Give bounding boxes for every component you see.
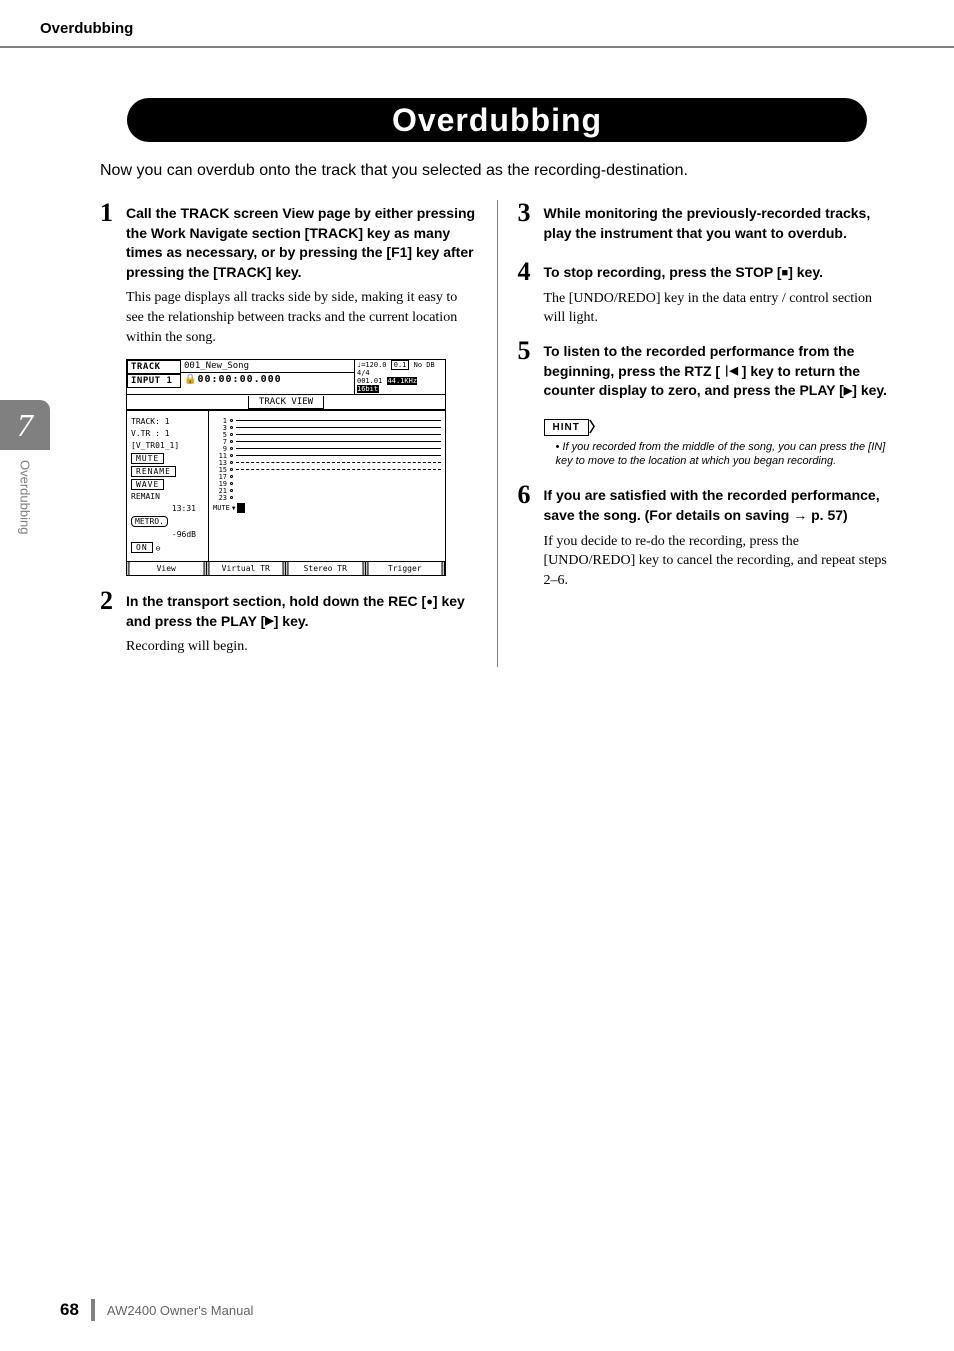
track-row: 5 — [213, 431, 441, 438]
screen-song-name: 001_New_Song — [181, 360, 354, 373]
hint-content: If you recorded from the middle of the s… — [544, 440, 895, 469]
page-footer: 68 AW2400 Owner's Manual — [60, 1299, 253, 1321]
screen-tab-header: TRACK VIEW — [127, 395, 445, 411]
screen-counter: 🔒00:00:00.000 — [181, 373, 354, 386]
step-heading: In the transport section, hold down the … — [126, 592, 477, 631]
left-column: 1 Call the TRACK screen View page by eit… — [100, 200, 477, 667]
header-section-label: Overdubbing — [40, 20, 133, 37]
mute-button: MUTE — [131, 453, 164, 464]
track-row: 13 — [213, 459, 441, 466]
step-3: 3 While monitoring the previously-record… — [518, 200, 895, 249]
right-column: 3 While monitoring the previously-record… — [518, 200, 895, 667]
two-column-layout: 1 Call the TRACK screen View page by eit… — [100, 200, 894, 667]
screen-info: ♩=120.0 0.1 No DB 4/4 001.01 44.1KHz 16b… — [355, 360, 445, 394]
footer-tab-view: View — [127, 562, 207, 575]
step-number: 1 — [100, 200, 118, 347]
section-title: Overdubbing — [127, 98, 867, 142]
step-number: 2 — [100, 588, 118, 657]
track-row: 19 — [213, 480, 441, 487]
step-6: 6 If you are satisfied with the recorded… — [518, 482, 895, 590]
step-heading: To stop recording, press the STOP [■] ke… — [544, 263, 895, 283]
track-row: 1 — [213, 417, 441, 424]
column-divider — [497, 200, 498, 667]
track-row: 15 — [213, 466, 441, 473]
hint-box: HINT 〉 If you recorded from the middle o… — [544, 417, 895, 469]
record-icon: ● — [426, 595, 433, 610]
track-row: 17 — [213, 473, 441, 480]
step-heading: Call the TRACK screen View page by eithe… — [126, 204, 477, 282]
step-heading: To listen to the recorded performance fr… — [544, 342, 895, 401]
track-row: 23 — [213, 494, 441, 501]
step-number: 4 — [518, 259, 536, 328]
footer-tab-stereo: Stereo TR — [286, 562, 366, 575]
hint-label: HINT 〉 — [544, 419, 604, 436]
track-row: 11 — [213, 452, 441, 459]
step-heading: While monitoring the previously-recorded… — [544, 204, 895, 243]
wave-button: WAVE — [131, 479, 164, 490]
step-number: 6 — [518, 482, 536, 590]
intro-paragraph: Now you can overdub onto the track that … — [100, 162, 894, 180]
track-row: 3 — [213, 424, 441, 431]
screen-title-input: INPUT 1 — [127, 374, 181, 388]
page-number: 68 — [60, 1300, 79, 1320]
step-4: 4 To stop recording, press the STOP [■] … — [518, 259, 895, 328]
track-row: 21 — [213, 487, 441, 494]
step-heading: If you are satisfied with the recorded p… — [544, 486, 895, 525]
on-button: ON — [131, 542, 153, 553]
footer-tab-virtual: Virtual TR — [207, 562, 287, 575]
track-view-screenshot: TRACK INPUT 1 001_New_Song 🔒00:00:00.000… — [126, 359, 446, 576]
step-body: If you decide to re-do the recording, pr… — [544, 532, 895, 591]
footer-divider — [91, 1299, 95, 1321]
step-number: 5 — [518, 338, 536, 407]
step-body: Recording will begin. — [126, 637, 477, 657]
screen-tracks-area: 1357911131517192123 MUTE ▼ — [209, 411, 445, 561]
rtz-icon: ∣◀ — [724, 364, 738, 379]
play-icon: ▶ — [844, 384, 852, 399]
track-row: 7 — [213, 438, 441, 445]
screen-footer-tabs: View Virtual TR Stereo TR Trigger — [127, 561, 445, 575]
step-body: This page displays all tracks side by si… — [126, 288, 477, 347]
step-number: 3 — [518, 200, 536, 249]
hint-arrow-icon: 〉 — [589, 420, 604, 434]
screen-title-track: TRACK — [127, 360, 181, 374]
page-header: Overdubbing — [0, 0, 954, 48]
main-content: Overdubbing Now you can overdub onto the… — [0, 98, 954, 667]
play-icon: ▶ — [265, 614, 273, 629]
footer-tab-trigger: Trigger — [366, 562, 446, 575]
step-2: 2 In the transport section, hold down th… — [100, 588, 477, 657]
footer-doc-title: AW2400 Owner's Manual — [107, 1303, 254, 1318]
step-1: 1 Call the TRACK screen View page by eit… — [100, 200, 477, 347]
rename-button: RENAME — [131, 466, 176, 477]
screen-left-panel: TRACK: 1 V.TR : 1 [V_TR01_1] MUTE RENAME… — [127, 411, 209, 561]
track-row: 9 — [213, 445, 441, 452]
step-5: 5 To listen to the recorded performance … — [518, 338, 895, 407]
step-body: The [UNDO/REDO] key in the data entry / … — [544, 289, 895, 328]
